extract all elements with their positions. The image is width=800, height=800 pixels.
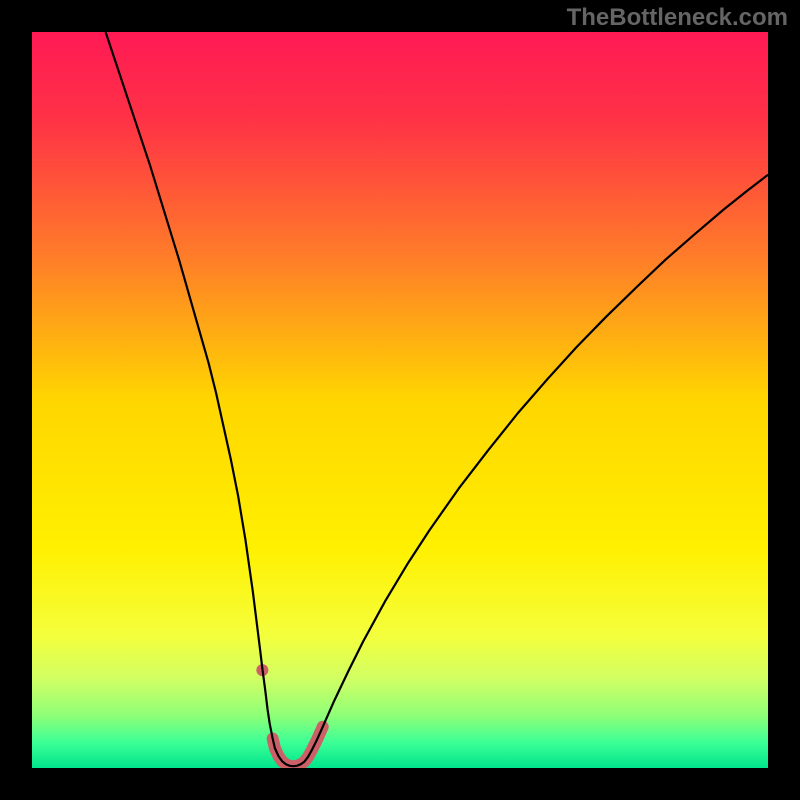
watermark-text: TheBottleneck.com: [567, 4, 788, 32]
chart-frame: TheBottleneck.com: [0, 0, 800, 800]
plot-area: [32, 32, 768, 768]
chart-svg: [32, 32, 768, 768]
